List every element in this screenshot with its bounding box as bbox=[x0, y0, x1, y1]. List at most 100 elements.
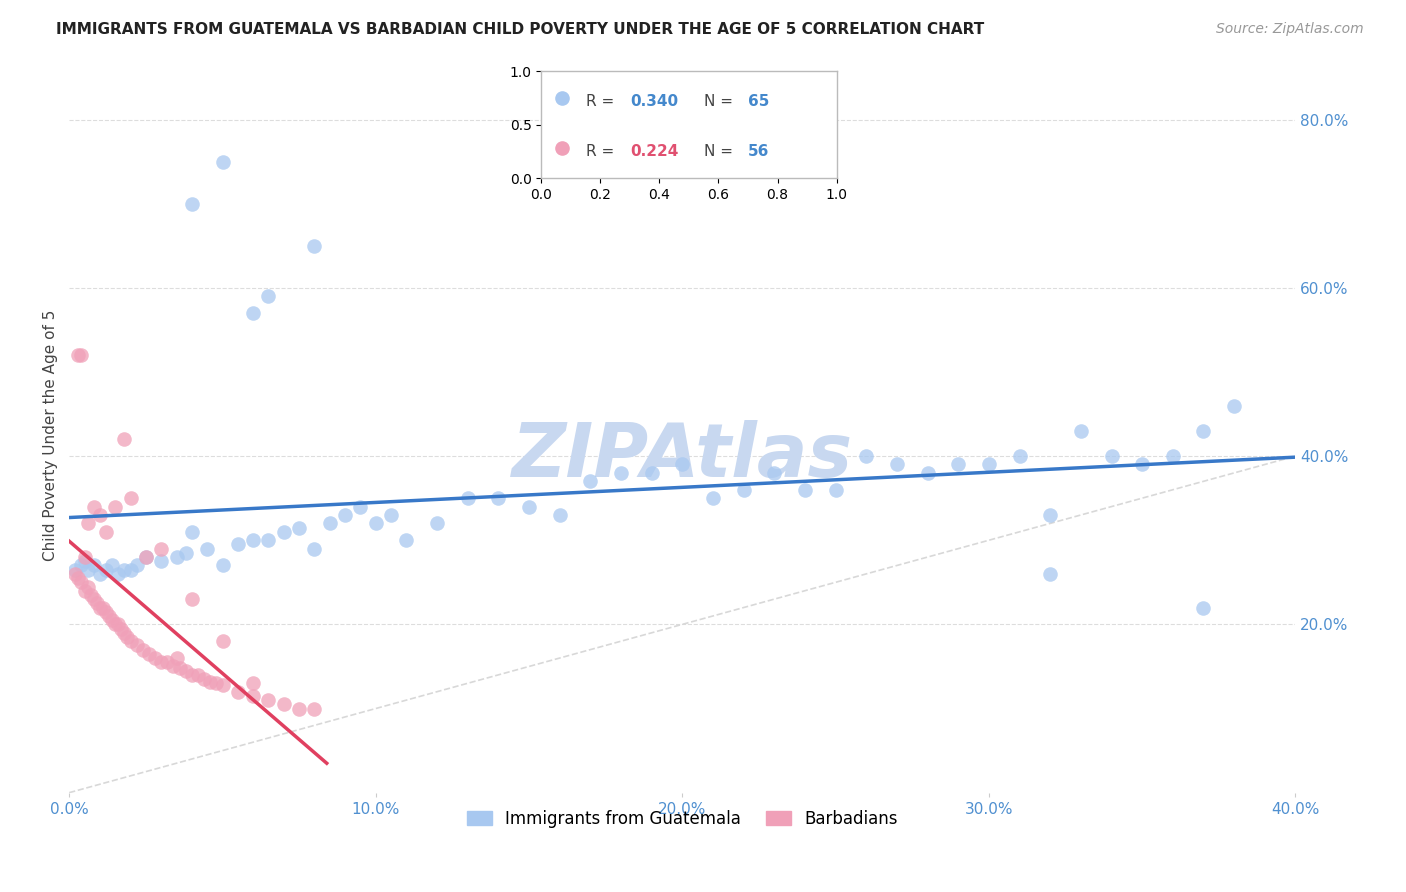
Point bbox=[257, 289, 280, 303]
Point bbox=[89, 508, 111, 522]
Point bbox=[94, 563, 117, 577]
Point bbox=[150, 541, 173, 556]
Point bbox=[180, 196, 202, 211]
Point bbox=[117, 630, 139, 644]
Text: 65: 65 bbox=[748, 94, 769, 109]
Point bbox=[91, 600, 114, 615]
Point bbox=[138, 647, 160, 661]
Point bbox=[1039, 566, 1062, 581]
Point bbox=[288, 701, 311, 715]
Point bbox=[174, 546, 197, 560]
Point bbox=[349, 500, 371, 514]
Text: N =: N = bbox=[704, 94, 738, 109]
Point bbox=[1192, 424, 1215, 438]
Point bbox=[733, 483, 755, 497]
Point bbox=[110, 622, 132, 636]
Point bbox=[125, 639, 148, 653]
Point bbox=[917, 466, 939, 480]
Point bbox=[641, 466, 664, 480]
Point bbox=[73, 583, 96, 598]
Point bbox=[150, 655, 173, 669]
Point bbox=[886, 458, 908, 472]
Point bbox=[70, 558, 93, 573]
Point bbox=[143, 651, 166, 665]
Point bbox=[125, 558, 148, 573]
Point bbox=[67, 571, 90, 585]
Point bbox=[180, 592, 202, 607]
Point bbox=[156, 655, 179, 669]
Point bbox=[226, 684, 249, 698]
Point bbox=[226, 537, 249, 551]
Point bbox=[551, 91, 574, 105]
Point bbox=[702, 491, 724, 505]
Point bbox=[855, 449, 877, 463]
Point bbox=[1039, 508, 1062, 522]
Point bbox=[166, 651, 188, 665]
Point bbox=[610, 466, 633, 480]
Point bbox=[304, 541, 326, 556]
Point bbox=[86, 596, 108, 610]
Point bbox=[273, 524, 295, 539]
Point bbox=[242, 533, 264, 548]
Point bbox=[174, 664, 197, 678]
Point bbox=[180, 524, 202, 539]
Point bbox=[73, 554, 96, 568]
Text: 0.340: 0.340 bbox=[630, 94, 678, 109]
Point bbox=[1070, 424, 1092, 438]
Text: N =: N = bbox=[704, 144, 738, 159]
Point bbox=[89, 566, 111, 581]
Point bbox=[304, 238, 326, 252]
Point bbox=[135, 550, 157, 565]
Point bbox=[193, 672, 215, 686]
Point bbox=[83, 500, 105, 514]
Point bbox=[101, 558, 124, 573]
Point bbox=[187, 668, 209, 682]
Point bbox=[763, 466, 786, 480]
Point bbox=[1101, 449, 1123, 463]
Point bbox=[70, 348, 93, 362]
Point bbox=[794, 483, 817, 497]
Point bbox=[551, 141, 574, 155]
Point bbox=[120, 634, 142, 648]
Point bbox=[70, 575, 93, 590]
Point bbox=[426, 516, 449, 531]
Point bbox=[257, 533, 280, 548]
Point bbox=[205, 676, 228, 690]
Point bbox=[169, 661, 191, 675]
Point bbox=[132, 642, 155, 657]
Point bbox=[73, 550, 96, 565]
Point bbox=[120, 563, 142, 577]
Point bbox=[67, 348, 90, 362]
Y-axis label: Child Poverty Under the Age of 5: Child Poverty Under the Age of 5 bbox=[44, 310, 58, 561]
Point bbox=[89, 600, 111, 615]
Point bbox=[98, 609, 121, 624]
Point bbox=[120, 491, 142, 505]
Point bbox=[1192, 600, 1215, 615]
Point bbox=[1130, 458, 1153, 472]
Text: 0.224: 0.224 bbox=[630, 144, 678, 159]
Point bbox=[211, 634, 233, 648]
Point bbox=[380, 508, 402, 522]
Point bbox=[166, 550, 188, 565]
Point bbox=[94, 605, 117, 619]
Point bbox=[76, 516, 98, 531]
Point bbox=[112, 432, 135, 446]
Point bbox=[150, 554, 173, 568]
Point bbox=[65, 563, 87, 577]
Point bbox=[162, 659, 184, 673]
Point bbox=[671, 458, 693, 472]
Point bbox=[195, 541, 218, 556]
Text: 56: 56 bbox=[748, 144, 769, 159]
Point bbox=[135, 550, 157, 565]
Point bbox=[486, 491, 509, 505]
Point bbox=[83, 558, 105, 573]
Text: IMMIGRANTS FROM GUATEMALA VS BARBADIAN CHILD POVERTY UNDER THE AGE OF 5 CORRELAT: IMMIGRANTS FROM GUATEMALA VS BARBADIAN C… bbox=[56, 22, 984, 37]
Point bbox=[83, 592, 105, 607]
Point bbox=[273, 698, 295, 712]
Point bbox=[112, 625, 135, 640]
Point bbox=[200, 674, 222, 689]
Point bbox=[94, 524, 117, 539]
Point bbox=[824, 483, 846, 497]
Point bbox=[517, 500, 540, 514]
Point bbox=[76, 563, 98, 577]
